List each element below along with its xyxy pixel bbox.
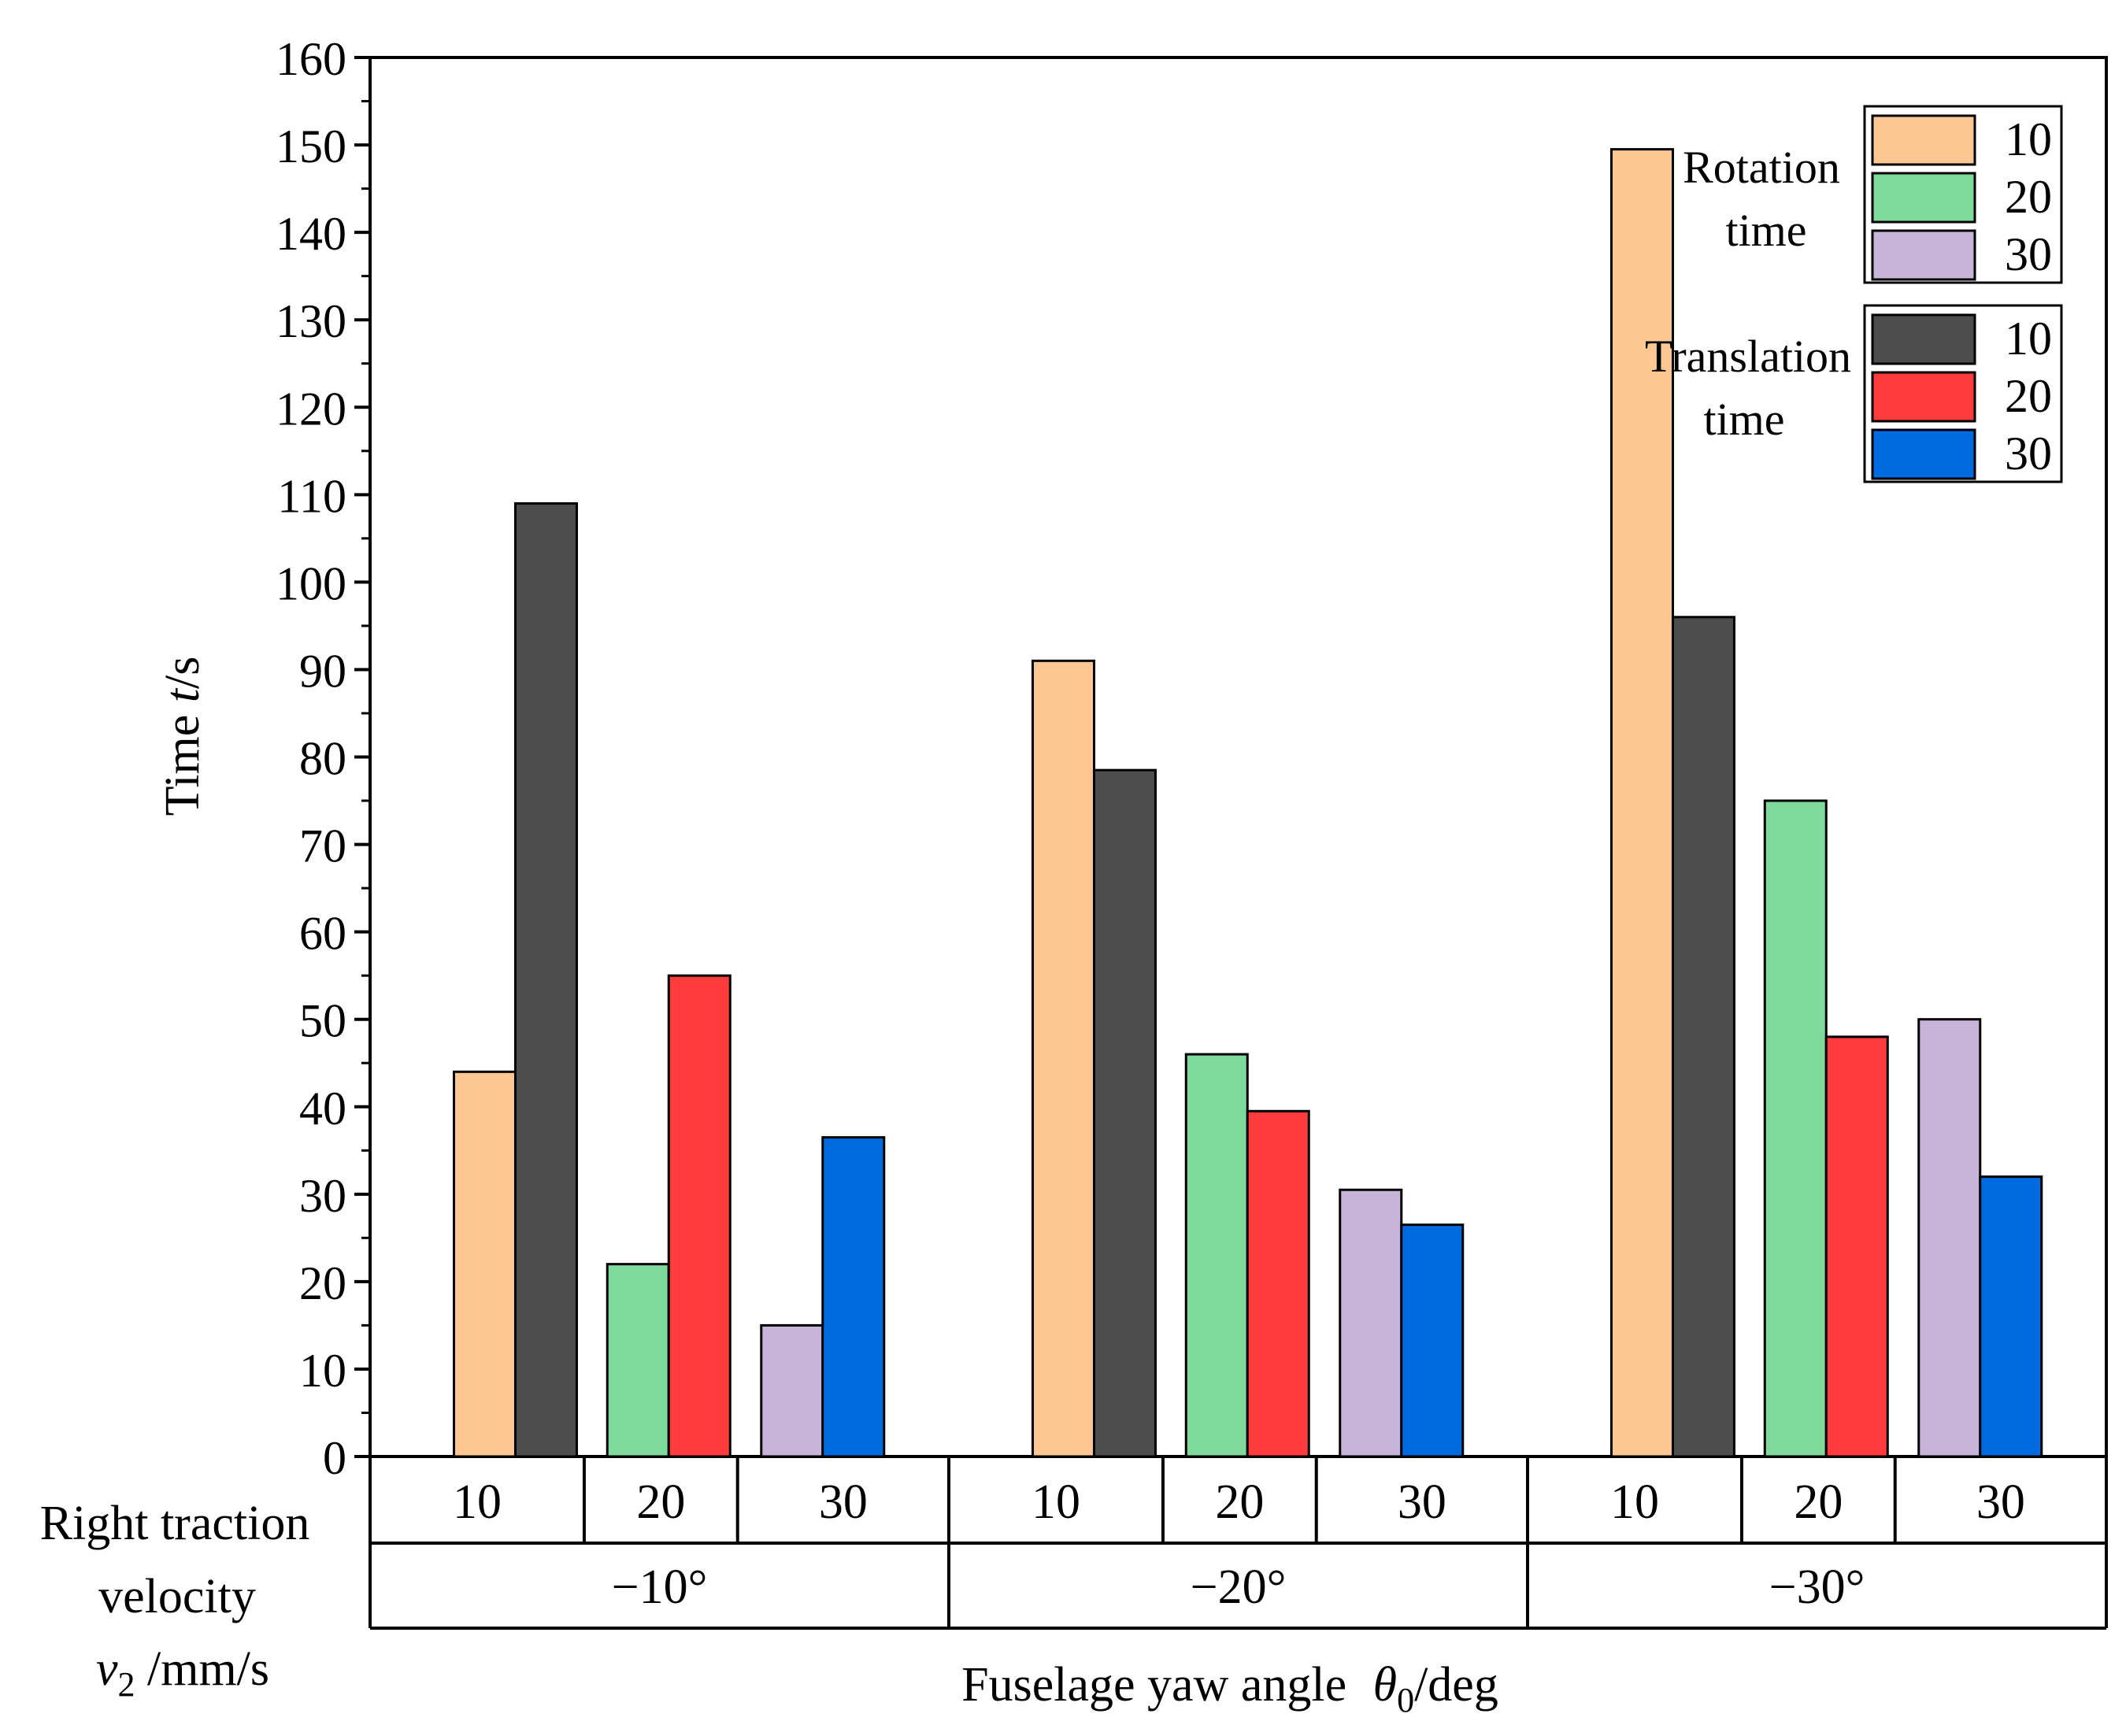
velocity-label: 20: [1794, 1475, 1843, 1529]
bar-translation-−10°-20: [667, 974, 732, 1458]
y-tick-label: 100: [276, 557, 346, 609]
bar-rotation-−10°-20: [606, 1263, 670, 1458]
y-tick-label: 160: [276, 33, 346, 85]
velocity-label: 10: [1610, 1475, 1659, 1529]
bar-rotation-−20°-10: [1031, 659, 1095, 1458]
y-tick-label: 20: [299, 1257, 346, 1309]
bar-translation-−20°-20: [1246, 1109, 1310, 1458]
y-tick-label: 0: [323, 1432, 346, 1484]
y-tick-label: 140: [276, 208, 346, 260]
bar-translation-−30°-30: [1979, 1175, 2043, 1458]
legend-item-label: 10: [2005, 113, 2052, 165]
y-tick-label: 150: [276, 120, 346, 172]
legend-item-label: 20: [2005, 171, 2052, 223]
velocity-label: 30: [1976, 1475, 2025, 1529]
y-tick-label: 110: [277, 470, 346, 522]
y-tick-label: 130: [276, 295, 346, 347]
row-label-line3: v2 /mm/s: [96, 1642, 269, 1704]
bar-rotation-−10°-10: [452, 1070, 517, 1458]
bar-translation-−20°-30: [1400, 1223, 1465, 1458]
y-tick-label: 80: [299, 733, 346, 785]
velocity-label: 20: [1215, 1475, 1264, 1529]
bar-translation-−30°-10: [1671, 616, 1735, 1458]
y-tick-label: 50: [299, 995, 346, 1047]
legend-title-rotation-line1: Rotation: [1683, 142, 1840, 193]
velocity-label: 30: [1398, 1475, 1446, 1529]
y-axis: 0 10 20 30 40 50 60 70 80 90 100 110 120 130 140 150 160: [276, 33, 370, 1484]
legend-title-translation-line2: time: [1703, 394, 1784, 445]
bar-rotation-−30°-30: [1917, 1018, 1982, 1458]
legend-swatch-translation: [1871, 313, 1976, 365]
bar-translation-−30°-20: [1824, 1035, 1889, 1458]
legend-swatch-translation: [1871, 428, 1976, 480]
bars: [452, 148, 2043, 1458]
y-tick-label: 30: [299, 1170, 346, 1222]
bar-translation-−10°-30: [821, 1136, 886, 1458]
bar-rotation-−30°-20: [1763, 799, 1828, 1458]
y-tick-label: 120: [276, 383, 346, 435]
legend-title-rotation-line2: time: [1725, 205, 1806, 256]
x-category-table: 10 20 30 −10° 10 20 30 −20° 10 20 30 −30°: [369, 1457, 2108, 1630]
legend-item-label: 30: [2005, 228, 2052, 280]
legend-title-translation-line1: Translation: [1645, 331, 1851, 382]
legend-swatch-translation: [1871, 371, 1976, 423]
y-tick-label: 90: [299, 645, 346, 697]
legend-item-label: 30: [2005, 428, 2052, 479]
y-axis-title: Time t/s: [156, 657, 209, 816]
velocity-label: 30: [819, 1475, 868, 1529]
y-tick-label: 40: [299, 1083, 346, 1135]
y-tick-label: 70: [299, 820, 346, 872]
group-label: −20°: [1191, 1560, 1287, 1614]
legend-item-label: 20: [2005, 370, 2052, 422]
velocity-label: 10: [1032, 1475, 1080, 1529]
row-label-line2: velocity: [98, 1570, 256, 1623]
legend-swatch-rotation: [1871, 114, 1976, 166]
group-label: −30°: [1769, 1560, 1865, 1614]
bar-translation-−10°-10: [513, 502, 578, 1458]
legend-item-label: 10: [2005, 313, 2052, 365]
legend-swatch-rotation: [1871, 172, 1976, 224]
x-axis-title: Fuselage yaw angle θ0/deg: [961, 1658, 1498, 1719]
bar-rotation-−30°-10: [1609, 148, 1674, 1458]
legend-swatch-rotation: [1871, 229, 1976, 281]
y-tick-label: 10: [299, 1345, 346, 1397]
row-label-line1: Right traction: [40, 1497, 310, 1550]
velocity-label: 10: [453, 1475, 502, 1529]
bar-translation-−20°-10: [1092, 768, 1157, 1458]
y-tick-label: 60: [299, 908, 346, 960]
group-label: −10°: [612, 1560, 708, 1614]
bar-rotation-−10°-30: [760, 1323, 824, 1458]
bar-rotation-−20°-30: [1339, 1188, 1403, 1458]
velocity-label: 20: [636, 1475, 685, 1529]
bar-rotation-−20°-20: [1184, 1053, 1249, 1458]
